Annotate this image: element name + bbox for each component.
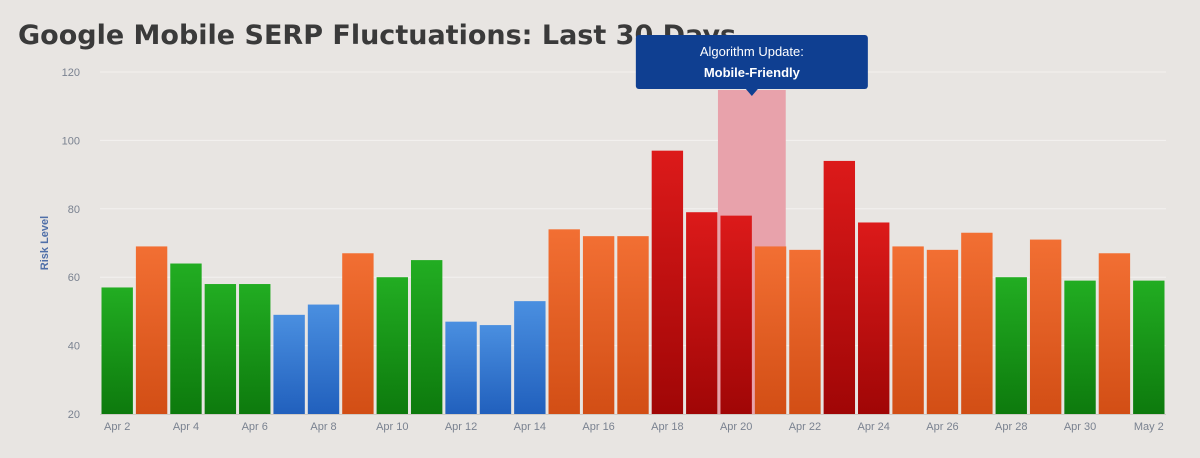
x-tick-label: Apr 14 <box>514 421 546 433</box>
bar-apr-19 <box>686 212 718 414</box>
x-tick-label: Apr 24 <box>857 421 889 433</box>
x-tick-label: Apr 2 <box>104 421 130 433</box>
x-tick-label: Apr 12 <box>445 421 477 433</box>
x-tick-label: Apr 22 <box>789 421 821 433</box>
bar-apr-10 <box>376 277 408 414</box>
tooltip-pointer <box>745 89 758 96</box>
bar-apr-8 <box>307 304 340 414</box>
y-tick-label: 80 <box>68 204 80 216</box>
y-tick-label: 120 <box>62 67 80 79</box>
bar-apr-26 <box>926 249 959 414</box>
y-tick-label: 20 <box>68 409 80 421</box>
bars <box>101 150 1165 414</box>
x-tick-label: Apr 30 <box>1064 421 1096 433</box>
bar-apr-11 <box>410 260 443 414</box>
bar-apr-2 <box>101 287 133 414</box>
tooltip-line-2: Mobile-Friendly <box>704 65 801 80</box>
bar-apr-9 <box>342 253 374 414</box>
bar-apr-25 <box>892 246 924 414</box>
bar-apr-3 <box>135 246 168 414</box>
bar-apr-18 <box>651 150 684 414</box>
bar-may-2 <box>1133 280 1165 414</box>
bar-apr-12 <box>445 321 477 414</box>
y-tick-label: 60 <box>68 272 80 284</box>
x-tick-label: Apr 4 <box>173 421 199 433</box>
x-tick-label: Apr 6 <box>242 421 268 433</box>
x-tick-label: Apr 28 <box>995 421 1027 433</box>
tooltip-line-1: Algorithm Update: <box>700 44 804 59</box>
bar-apr-16 <box>582 236 615 414</box>
bar-apr-17 <box>617 236 649 414</box>
x-tick-label: Apr 26 <box>926 421 958 433</box>
bar-apr-29 <box>1029 239 1062 414</box>
x-tick-label: Apr 8 <box>310 421 336 433</box>
y-axis-label: Risk Level <box>39 216 51 270</box>
tooltip-box <box>635 35 868 89</box>
bar-apr-23 <box>823 160 856 414</box>
x-tick-label: Apr 18 <box>651 421 683 433</box>
bar-apr-7 <box>273 314 305 414</box>
bar-apr-4 <box>170 263 202 414</box>
x-tick-label: Apr 10 <box>376 421 408 433</box>
bar-apr-22 <box>789 249 821 414</box>
x-tick-label: Apr 20 <box>720 421 752 433</box>
y-axis-ticks: 20 40 60 80 100 120 <box>62 67 80 421</box>
bar-apr-28 <box>995 277 1027 414</box>
x-axis-ticks: Apr 2 Apr 4 Apr 6 Apr 8 Apr 10 Apr 12 Apr 14 Ap… <box>104 421 1164 433</box>
bar-may-1 <box>1098 253 1131 414</box>
bar-apr-13 <box>479 325 512 414</box>
bar-apr-30 <box>1064 280 1096 414</box>
chart-title: Google Mobile SERP Fluctuations: Last 30… <box>18 20 736 51</box>
bar-apr-27 <box>961 232 993 414</box>
bar-apr-14 <box>514 301 546 414</box>
bar-apr-6 <box>239 284 271 414</box>
bar-apr-5 <box>204 284 237 414</box>
bar-apr-24 <box>858 222 890 414</box>
x-tick-label: May 2 <box>1134 421 1164 433</box>
bar-apr-20 <box>720 215 752 414</box>
algorithm-update-tooltip: Algorithm Update: Mobile-Friendly <box>635 35 868 96</box>
y-tick-label: 40 <box>68 341 80 353</box>
bar-apr-15 <box>548 229 580 414</box>
y-tick-label: 100 <box>62 135 80 147</box>
bar-apr-21 <box>754 246 787 414</box>
x-tick-label: Apr 16 <box>582 421 614 433</box>
